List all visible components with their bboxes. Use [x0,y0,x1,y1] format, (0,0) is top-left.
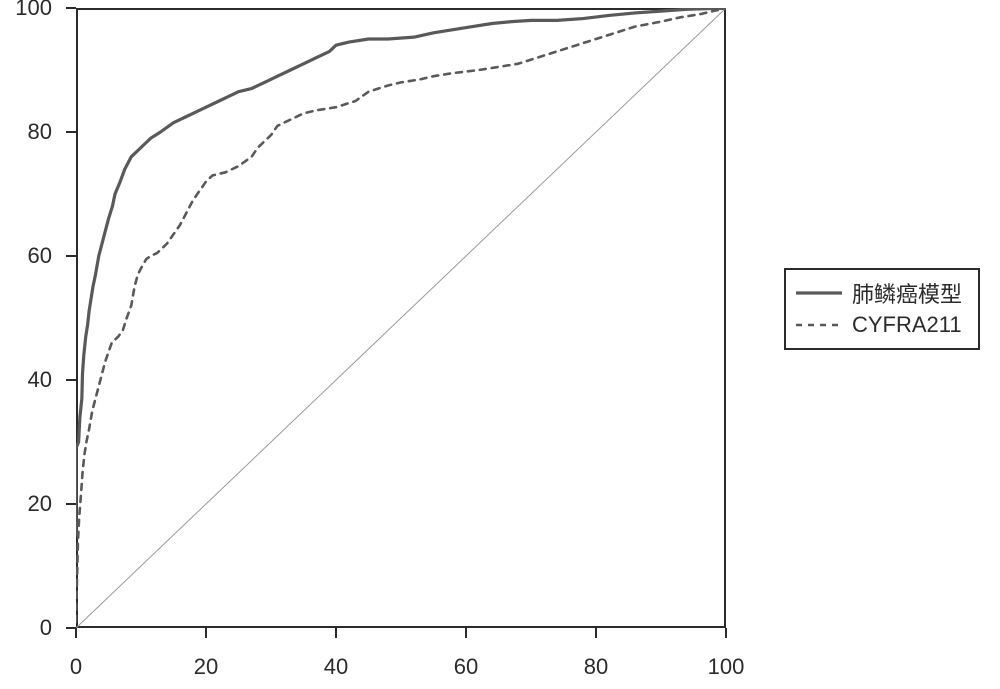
x-tick [75,628,77,638]
x-tick [335,628,337,638]
y-tick-label: 20 [28,491,52,517]
x-tick-label: 20 [176,654,236,680]
x-tick-label: 80 [566,654,626,680]
x-tick-label: 0 [46,654,106,680]
y-tick [66,7,76,9]
x-tick [725,628,727,638]
reference-diagonal [76,8,726,628]
y-tick-label: 0 [40,615,52,641]
x-tick-label: 100 [696,654,756,680]
y-tick-label: 60 [28,243,52,269]
y-tick [66,379,76,381]
legend-item-model: 肺鳞癌模型 [796,278,968,308]
y-tick-label: 80 [28,119,52,145]
y-tick [66,503,76,505]
x-tick [465,628,467,638]
legend-swatch-cyfra [796,310,842,340]
x-tick-label: 60 [436,654,496,680]
y-tick [66,255,76,257]
legend: 肺鳞癌模型 CYFRA211 [784,268,980,350]
plot-area [76,8,726,628]
y-tick [66,627,76,629]
chart-svg [76,8,726,628]
y-tick [66,131,76,133]
legend-label-cyfra: CYFRA211 [852,312,962,338]
legend-item-cyfra: CYFRA211 [796,310,968,340]
x-tick-label: 40 [306,654,366,680]
legend-label-model: 肺鳞癌模型 [852,277,962,309]
x-tick [595,628,597,638]
legend-swatch-model [796,278,842,308]
y-tick-label: 100 [15,0,52,21]
y-tick-label: 40 [28,367,52,393]
series-model [76,8,726,535]
series-cyfra [76,8,726,622]
x-tick [205,628,207,638]
